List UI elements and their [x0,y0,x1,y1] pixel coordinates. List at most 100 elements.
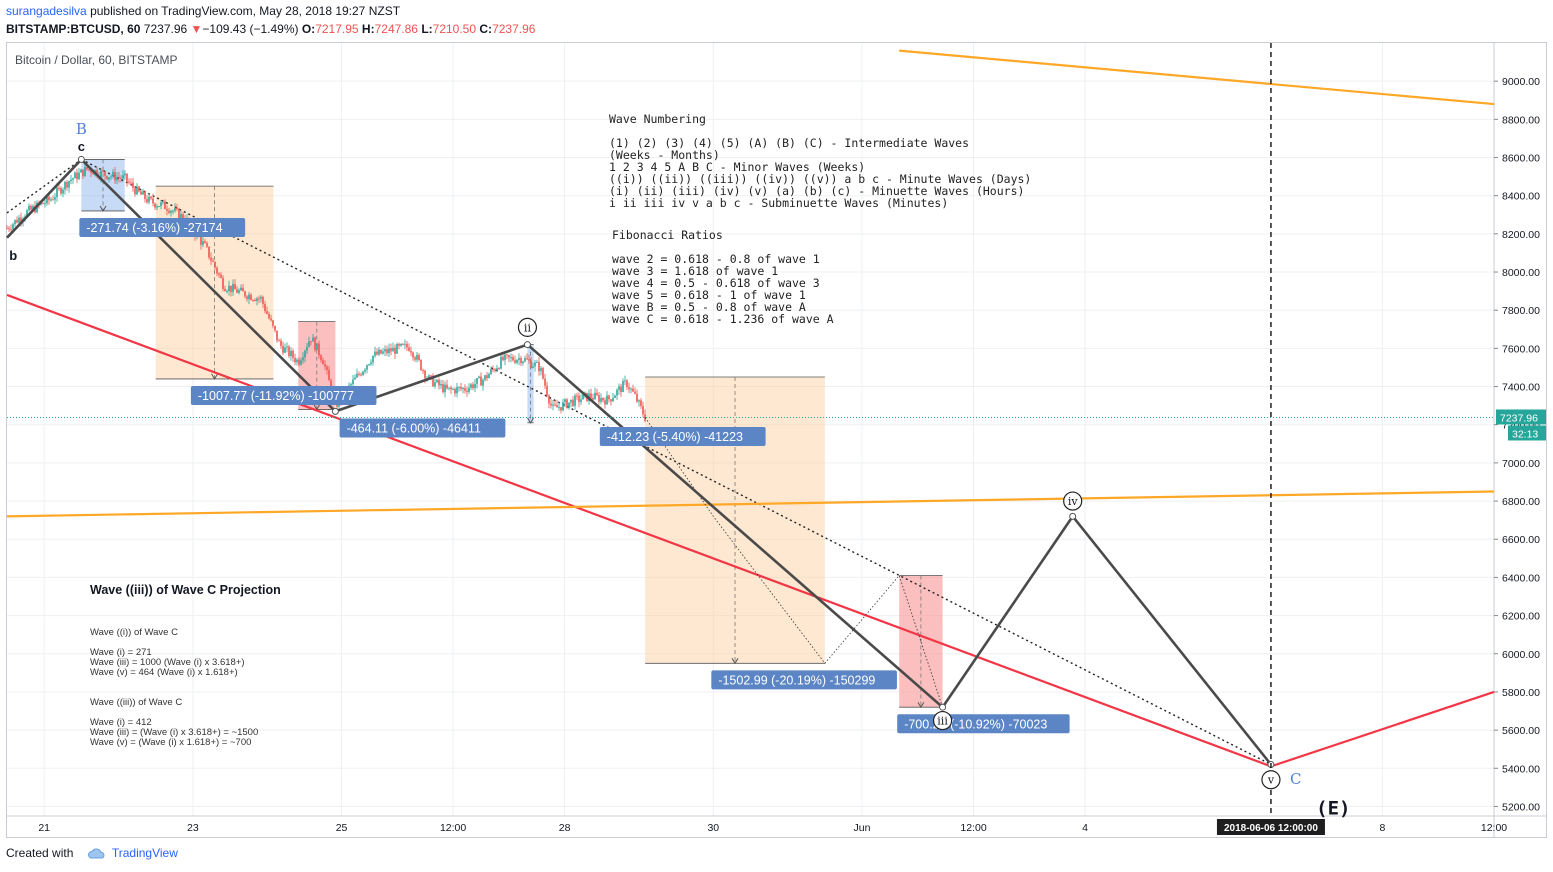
candle-body [326,366,328,370]
candle-body [474,383,476,389]
wave-line [80,158,337,413]
candle-body [182,214,184,221]
candle-body [48,196,50,201]
wave-line [941,515,1074,708]
candle-body [444,384,446,393]
projection-title: Wave ((iii)) of Wave C Projection [90,583,281,597]
candle-body [104,171,106,176]
candle-body [380,349,382,354]
candle-body [394,347,396,354]
candle-body [460,387,462,389]
candle-body [272,320,274,326]
candle-body [494,369,496,371]
price-tick-label: 8600.00 [1502,153,1540,165]
low-label: L: [421,22,433,36]
candle-body [174,208,176,211]
measure-label: -1502.99 (-20.19%) -150299 [718,673,875,687]
candle-body [492,369,494,371]
candle-body [624,380,626,382]
candle-body [100,170,102,178]
candle-body [80,169,82,173]
candle-body [218,273,220,275]
candle-body [228,285,230,292]
candle-body [616,389,618,396]
candle-body [582,394,584,400]
candle-body [66,181,68,188]
candle-body [226,291,228,293]
candle-body [90,169,92,173]
price-tick-label: 8800.00 [1502,114,1540,126]
candle-body [580,399,582,402]
candle-body [264,303,266,312]
candle-body [384,349,386,352]
candle-body [558,407,560,409]
candle-body [96,169,98,176]
candle-body [324,364,326,367]
candle-body [476,378,478,384]
price-tick-label: 6400.00 [1502,572,1540,584]
candle-body [244,291,246,297]
measure-label-bg [190,386,377,406]
candle-body [62,189,64,194]
candle-body [64,181,66,190]
candle-body [260,296,262,299]
chart-frame [6,42,1547,838]
measure-arrowhead [99,205,107,212]
candle-body [32,206,34,210]
candle-body [114,171,116,181]
candle-body [112,171,114,177]
candle-body [172,210,174,212]
candle-body [566,399,568,408]
candle-body [144,191,146,200]
candle-body [170,210,172,213]
candle-body [408,347,410,351]
price-tick-label: 8000.00 [1502,267,1540,279]
author-link[interactable]: surangadesilva [6,4,87,18]
wave-mark-ii: ii [524,321,532,334]
candle-body [362,371,364,376]
candle-body [268,313,270,319]
projection-note-1: Wave (v) = 464 (Wave (i) x 1.618+) [90,667,238,678]
last-price-badge [1496,409,1546,425]
candle-body [438,379,440,386]
measure-label: -700.23 (-10.92%) -70023 [904,717,1047,731]
wave-numbering-line: ((i)) ((ii)) ((iii)) ((iv)) ((v)) a b c … [609,172,1031,186]
candle-body [254,300,256,302]
wave-line [6,158,83,239]
candle-body [322,360,324,365]
candle-body [238,290,240,293]
measure-label-bg [711,670,897,690]
candle-body [16,219,18,223]
candle-body [124,173,126,176]
candle-body [364,369,366,372]
candle-body [46,196,48,204]
candle-body [606,395,608,405]
candle-body [58,187,60,189]
time-tick-label: 12:00 [440,822,466,834]
candle-body [320,355,322,361]
candle-body [630,388,632,390]
candle-body [202,241,204,245]
candle-body [12,224,14,230]
candle-body [596,392,598,396]
candle-body [556,405,558,408]
candle-body [374,351,376,356]
candle-body [106,175,108,180]
candle-body [312,337,314,342]
candle-body [74,172,76,179]
projection-note-2: Wave (v) = (Wave (i) x 1.618+) = ~700 [90,737,251,748]
trend-line-orange [6,490,1495,518]
candle-body [520,358,522,364]
candle-body [490,369,492,374]
candle-body [242,287,244,292]
candle-body [448,387,450,389]
candle-body [138,186,140,192]
candle-body [372,355,374,363]
candle-body [314,337,316,351]
candle-body [512,357,514,361]
candle-body [600,397,602,402]
candle-body [86,167,88,170]
high-value: 7247.86 [374,22,418,36]
tradingview-brand-link[interactable]: TradingView [111,846,178,860]
